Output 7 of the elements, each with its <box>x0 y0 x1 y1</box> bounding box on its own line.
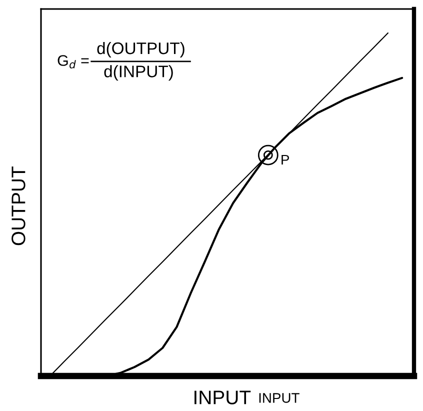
y-axis-title: OUTPUT <box>12 166 26 246</box>
annotation: G$_{d}$ = <box>58 55 89 68</box>
x-axis-title: INPUT <box>194 390 251 404</box>
annotation: P <box>282 154 289 165</box>
annotation: d(INPUT) <box>104 65 173 81</box>
text: INPUT <box>259 393 300 403</box>
annotation: d(OUTPUT) <box>97 42 184 58</box>
